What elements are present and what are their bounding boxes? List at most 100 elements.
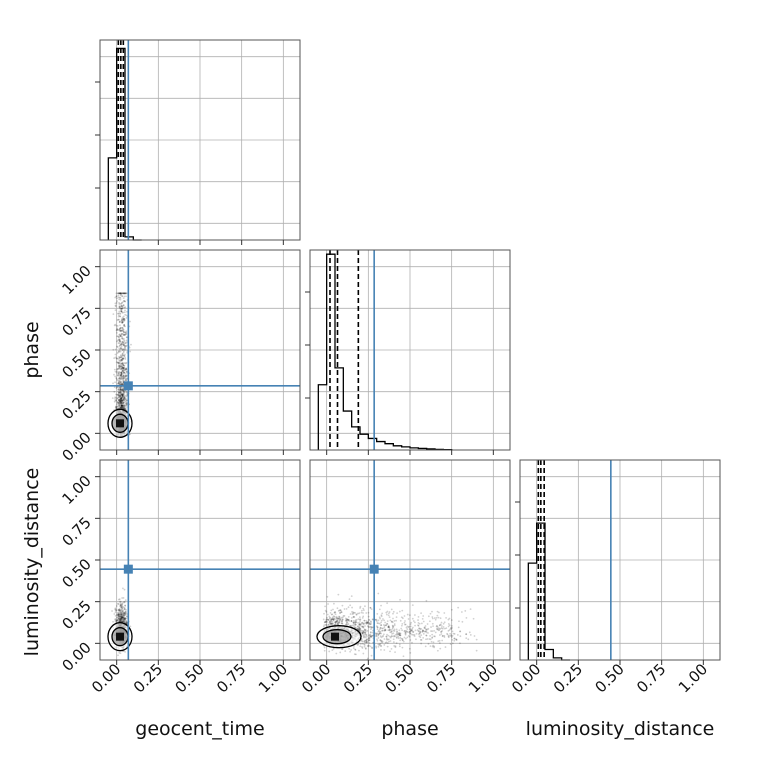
- sample-point: [119, 395, 121, 398]
- sample-point: [432, 625, 434, 628]
- sample-point: [118, 407, 121, 409]
- sample-point: [115, 620, 118, 623]
- sample-point: [121, 362, 124, 364]
- sample-point: [125, 609, 127, 611]
- sample-point: [121, 407, 124, 409]
- sample-point: [117, 390, 120, 393]
- sample-point: [411, 630, 414, 632]
- sample-point: [123, 299, 126, 302]
- sample-point: [123, 323, 126, 326]
- sample-point: [117, 351, 120, 354]
- sample-point: [119, 402, 122, 404]
- sample-point: [420, 622, 423, 625]
- sample-point: [117, 373, 120, 376]
- sample-point: [120, 393, 123, 396]
- sample-point: [365, 621, 368, 624]
- sample-point: [120, 613, 123, 616]
- sample-point: [420, 612, 422, 615]
- panel-luminosity-distance-hist: [515, 459, 721, 665]
- sample-point: [125, 400, 127, 403]
- sample-point: [117, 382, 120, 384]
- sample-point: [119, 407, 122, 409]
- sample-point: [115, 609, 118, 612]
- sample-point: [329, 620, 331, 623]
- sample-point: [364, 629, 367, 632]
- sample-point: [387, 625, 390, 628]
- sample-point: [114, 305, 117, 308]
- sample-point: [119, 391, 122, 393]
- sample-point: [436, 614, 439, 617]
- sample-point: [118, 310, 121, 313]
- sample-point: [121, 394, 124, 397]
- sample-point: [117, 296, 120, 299]
- sample-point: [119, 335, 122, 337]
- sample-point: [120, 401, 123, 404]
- sample-point: [123, 620, 126, 623]
- histogram-step: [107, 47, 142, 241]
- sample-point: [119, 386, 122, 389]
- sample-point: [125, 374, 128, 377]
- sample-point: [349, 624, 352, 627]
- sample-point: [426, 623, 429, 625]
- scatter-luminosity-distance-vs-geocent-time: [100, 460, 300, 660]
- sample-point: [361, 647, 364, 649]
- sample-point: [118, 350, 121, 353]
- sample-point: [121, 609, 124, 612]
- sample-point: [117, 395, 120, 398]
- sample-point: [122, 330, 125, 333]
- sample-point: [376, 628, 379, 631]
- sample-point: [124, 358, 127, 360]
- sample-point: [123, 333, 126, 336]
- sample-point: [121, 320, 124, 323]
- sample-point: [116, 357, 119, 360]
- sample-point: [340, 620, 343, 622]
- sample-point: [122, 367, 125, 370]
- sample-point: [122, 366, 125, 369]
- sample-point: [339, 609, 342, 611]
- sample-point: [418, 630, 420, 632]
- sample-point: [439, 623, 442, 626]
- sample-point: [119, 356, 121, 359]
- sample-point: [118, 364, 121, 367]
- sample-point: [112, 620, 114, 623]
- sample-point: [121, 393, 124, 396]
- y-tick-label-row2: 0.00: [58, 428, 94, 464]
- sample-point: [119, 356, 122, 358]
- density-peak: [116, 632, 124, 641]
- sample-point: [121, 307, 123, 310]
- sample-point: [332, 618, 335, 621]
- sample-point: [123, 407, 126, 409]
- sample-point: [121, 619, 124, 621]
- sample-point: [431, 610, 433, 613]
- sample-point: [122, 304, 125, 307]
- sample-point: [122, 328, 125, 331]
- sample-point: [119, 307, 122, 310]
- sample-point: [123, 311, 126, 314]
- sample-point: [323, 624, 326, 626]
- sample-point: [120, 329, 123, 332]
- sample-point: [121, 353, 124, 355]
- sample-point: [336, 620, 339, 623]
- sample-point: [120, 396, 123, 399]
- sample-point: [117, 292, 120, 295]
- sample-point: [446, 633, 449, 636]
- sample-point: [408, 647, 411, 650]
- sample-point: [119, 397, 122, 400]
- sample-point: [120, 358, 123, 361]
- sample-point: [123, 400, 126, 402]
- sample-point: [121, 610, 123, 613]
- sample-point: [119, 388, 122, 391]
- sample-point: [326, 613, 329, 616]
- sample-point: [125, 402, 128, 405]
- sample-point: [401, 646, 404, 649]
- sample-point: [390, 629, 393, 631]
- sample-point: [119, 616, 122, 619]
- sample-point: [116, 614, 119, 617]
- sample-point: [116, 370, 118, 373]
- sample-point: [117, 361, 120, 364]
- sample-point: [122, 620, 124, 623]
- sample-point: [115, 405, 117, 408]
- sample-point: [123, 340, 126, 343]
- sample-point: [117, 388, 120, 391]
- sample-point: [122, 391, 125, 394]
